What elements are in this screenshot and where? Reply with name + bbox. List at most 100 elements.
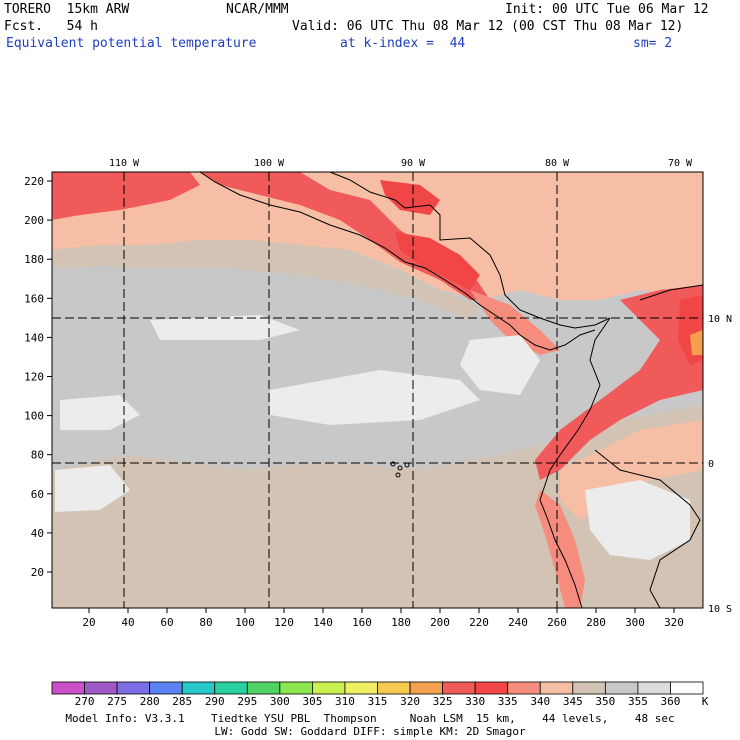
y-tick-label: 100 [24, 410, 44, 423]
x-tick-label: 300 [625, 616, 645, 629]
lon-label: 70 W [668, 158, 693, 169]
init-time: Init: 00 UTC Tue 06 Mar 12 [505, 2, 709, 17]
colorbar-label: 340 [530, 695, 550, 708]
colorbar-swatch [670, 681, 704, 695]
level-label: at k-index = 44 [340, 36, 466, 51]
colorbar-label: 295 [237, 695, 257, 708]
y-tick-label: 80 [31, 449, 44, 462]
colorbar-label: 315 [368, 695, 388, 708]
y-tick-label: 140 [24, 331, 44, 344]
x-tick-label: 180 [391, 616, 411, 629]
colorbar-swatch [539, 681, 574, 695]
smoothing-label: sm= 2 [633, 36, 673, 51]
x-tick-label: 80 [199, 616, 212, 629]
colorbar-swatch [474, 681, 509, 695]
colorbar-label: 280 [140, 695, 160, 708]
y-tick-label: 200 [24, 214, 44, 227]
colorbar-label: 270 [75, 695, 95, 708]
colorbar-swatch [214, 681, 248, 695]
colorbar-label: 355 [628, 695, 648, 708]
red-mexico-interior [380, 180, 440, 215]
y-tick-label: 220 [24, 175, 44, 188]
y-tick-label: 180 [24, 253, 44, 266]
x-tick-label: 160 [352, 616, 372, 629]
colorbar [51, 681, 704, 695]
y-tick-label: 160 [24, 292, 44, 305]
white-patch-2 [270, 370, 480, 425]
white-patch-4 [55, 465, 130, 512]
lat-labels: 10 N 0 10 S [708, 314, 732, 615]
galapagos-island [390, 461, 396, 467]
x-tick-label: 280 [586, 616, 606, 629]
colorbar-label: 335 [498, 695, 518, 708]
lon-labels: 110 W 100 W 90 W 80 W 70 W [109, 158, 693, 169]
red-nw-corner [52, 172, 200, 220]
colorbar-swatch [149, 681, 183, 695]
colorbar-label: 325 [433, 695, 453, 708]
x-tick-label: 220 [469, 616, 489, 629]
x-tick-label: 200 [430, 616, 450, 629]
galapagos-islands [390, 461, 410, 478]
forecast-hour: Fcst. 54 h [4, 19, 98, 34]
white-patch-6 [460, 335, 540, 395]
coastline-south-america [539, 317, 611, 609]
y-tick-label: 20 [31, 566, 44, 579]
lon-label: 110 W [109, 158, 140, 169]
border-andes [594, 449, 701, 609]
colorbar-label: 290 [205, 695, 225, 708]
field-name: Equivalent potential temperature [6, 36, 257, 51]
white-patch-1 [150, 315, 300, 340]
galapagos-island [397, 465, 403, 471]
x-tick-label: 240 [508, 616, 528, 629]
x-tick-label: 120 [274, 616, 294, 629]
colorbar-swatch [181, 681, 216, 695]
colorbar-label: 320 [400, 695, 420, 708]
x-tick-label: 100 [235, 616, 255, 629]
x-tick-label: 320 [664, 616, 684, 629]
tan-band-north [52, 240, 480, 320]
x-tick-label: 20 [82, 616, 95, 629]
colorbar-label: 360 [661, 695, 681, 708]
lat-label: 0 [708, 459, 714, 470]
x-tick-label: 260 [547, 616, 567, 629]
colorbar-label: 285 [172, 695, 192, 708]
coastline-gulf [329, 171, 611, 329]
colorbar-swatch [246, 681, 281, 695]
colorbar-swatch [344, 681, 378, 695]
white-patch-5 [585, 480, 690, 560]
lon-label: 100 W [254, 158, 285, 169]
colorbar-label: 275 [107, 695, 127, 708]
x-tick-label: 60 [160, 616, 173, 629]
x-axis: 20 40 60 80 100 120 140 160 180 200 220 240 260 280 30… [82, 608, 684, 629]
graticule [52, 172, 703, 608]
colorbar-label: 310 [335, 695, 355, 708]
colorbar-unit: K [702, 695, 709, 708]
border-venezuela [639, 284, 704, 301]
plot-frame [51, 171, 704, 609]
y-axis: 220 200 180 160 140 120 100 80 60 40 20 [24, 175, 52, 579]
org-label: NCAR/MMM [226, 2, 289, 17]
lon-label: 90 W [401, 158, 426, 169]
physics-info-line: LW: Godd SW: Goddard DIFF: simple KM: 2D… [214, 725, 526, 738]
model-title: TORERO 15km ARW [4, 2, 130, 17]
colorbar-swatch [507, 681, 541, 695]
red-central-america [470, 290, 560, 355]
lon-label: 80 W [545, 158, 570, 169]
colorbar-swatch [637, 681, 671, 695]
colorbar-swatch [116, 681, 151, 695]
colorbar-labels: 270 275 280 285 290 295 300 305 310 315 320 325 330 3… [75, 695, 709, 708]
model-info-line: Model Info: V3.3.1 Tiedtke YSU PBL Thomp… [65, 712, 675, 725]
colorbar-label: 350 [595, 695, 615, 708]
galapagos-island [395, 472, 401, 478]
colorbar-label: 345 [563, 695, 583, 708]
white-patch-3 [60, 395, 140, 430]
colorbar-swatch [279, 681, 313, 695]
lat-label: 10 S [708, 604, 732, 615]
x-tick-label: 40 [121, 616, 134, 629]
colorbar-swatch [572, 681, 606, 695]
colorbar-label: 330 [465, 695, 485, 708]
field-layer [52, 171, 704, 609]
colorbar-label: 305 [302, 695, 322, 708]
colorbar-swatch [409, 681, 443, 695]
